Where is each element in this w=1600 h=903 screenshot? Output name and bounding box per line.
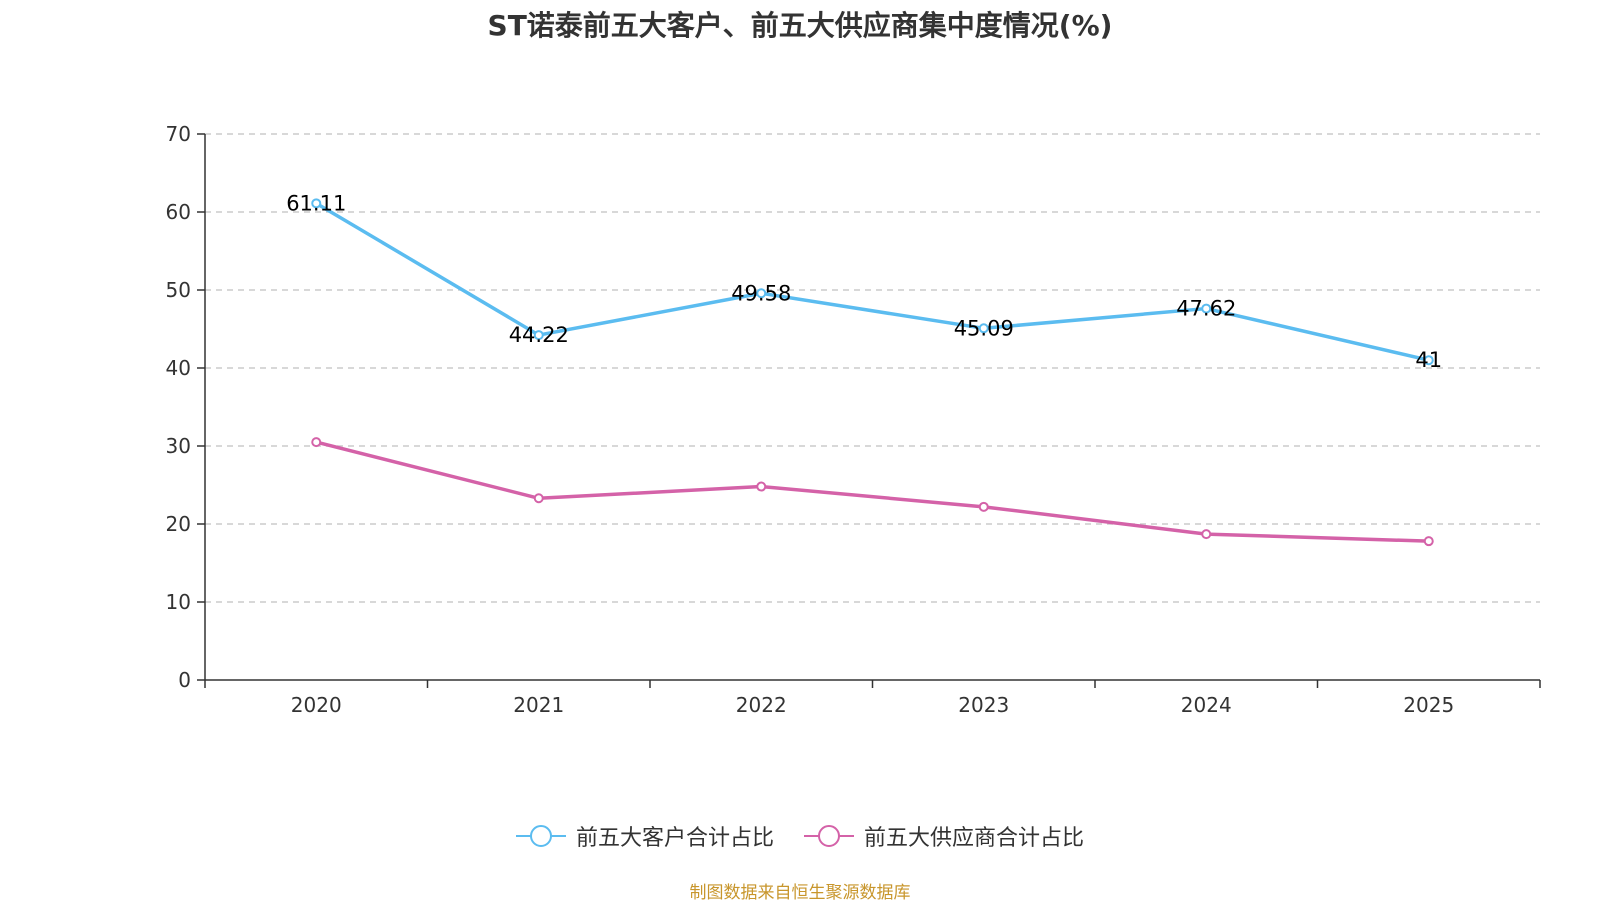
data-point-0-2025[interactable] bbox=[1423, 355, 1434, 366]
x-tick-label-2023: 2023 bbox=[958, 693, 1009, 717]
legend-label-suppliers: 前五大供应商合计占比 bbox=[864, 826, 1085, 851]
y-tick-label: 0 bbox=[178, 668, 191, 692]
data-point-1-2023[interactable] bbox=[978, 501, 989, 512]
y-tick-label: 10 bbox=[166, 590, 191, 614]
y-tick-label: 60 bbox=[166, 200, 191, 224]
data-point-0-2024[interactable] bbox=[1201, 303, 1212, 314]
data-point-1-2022[interactable] bbox=[756, 481, 767, 492]
x-tick-label-2020: 2020 bbox=[291, 693, 342, 717]
data-point-1-2020[interactable] bbox=[311, 437, 322, 448]
legend-marker-customers-icon bbox=[515, 825, 566, 847]
data-label-2022: 49.58 bbox=[731, 281, 791, 305]
axes: 0 10 20 30 40 50 60 70 2020 2021 2022 2023 2024 2025 bbox=[166, 122, 1541, 717]
legend-marker-suppliers-icon bbox=[804, 825, 854, 847]
legend-label-customers: 前五大客户合计占比 bbox=[575, 826, 774, 851]
data-point-1-2024[interactable] bbox=[1201, 529, 1212, 540]
data-labels: 61.11 44.22 49.58 45.09 47.62 41 bbox=[286, 191, 1442, 372]
x-tick-label-2024: 2024 bbox=[1181, 693, 1232, 717]
x-tick-label-2021: 2021 bbox=[513, 693, 564, 717]
data-label-2020: 61.11 bbox=[286, 191, 346, 215]
data-label-2024: 47.62 bbox=[1176, 297, 1236, 321]
y-tick-label: 50 bbox=[166, 278, 191, 302]
data-label-2023: 45.09 bbox=[954, 316, 1014, 340]
y-tick-label: 70 bbox=[166, 122, 191, 146]
data-point-0-2023[interactable] bbox=[978, 323, 989, 334]
source-note: 制图数据来自恒生聚源数据库 bbox=[689, 883, 911, 903]
y-tick-label: 20 bbox=[166, 512, 191, 536]
x-tick-label-2022: 2022 bbox=[736, 693, 787, 717]
data-point-0-2022[interactable] bbox=[756, 288, 767, 299]
y-tick-label: 30 bbox=[166, 434, 191, 458]
data-point-0-2021[interactable] bbox=[533, 330, 544, 341]
data-label-2021: 44.22 bbox=[509, 323, 569, 347]
chart-title: ST诺泰前五大客户、前五大供应商集中度情况(%) bbox=[487, 9, 1113, 42]
x-tick-label-2025: 2025 bbox=[1403, 693, 1454, 717]
series-line-1 bbox=[315, 440, 1429, 543]
y-tick-label: 40 bbox=[166, 356, 191, 380]
series-lines bbox=[311, 198, 1434, 547]
data-point-1-2021[interactable] bbox=[533, 493, 544, 504]
data-label-2025: 41 bbox=[1415, 348, 1442, 372]
data-point-1-2025[interactable] bbox=[1423, 536, 1434, 547]
legend-item-customers[interactable]: 前五大客户合计占比 bbox=[515, 820, 774, 852]
data-point-0-2020[interactable] bbox=[311, 198, 322, 209]
grid-lines bbox=[205, 133, 1540, 603]
legend: 前五大客户合计占比 前五大供应商合计占比 bbox=[0, 820, 1600, 852]
legend-item-suppliers[interactable]: 前五大供应商合计占比 bbox=[804, 820, 1084, 852]
series-line-0 bbox=[315, 201, 1430, 362]
